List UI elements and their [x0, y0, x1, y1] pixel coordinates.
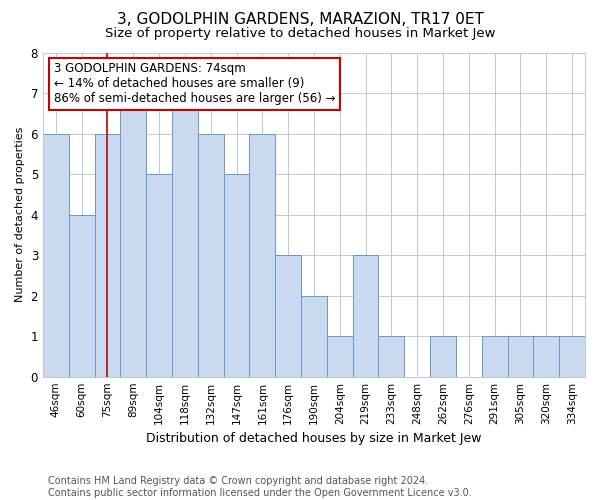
Text: Contains HM Land Registry data © Crown copyright and database right 2024.
Contai: Contains HM Land Registry data © Crown c…: [48, 476, 472, 498]
Bar: [43, 134, 69, 376]
Bar: [533, 336, 559, 376]
Bar: [379, 336, 404, 376]
Text: 3 GODOLPHIN GARDENS: 74sqm
← 14% of detached houses are smaller (9)
86% of semi-: 3 GODOLPHIN GARDENS: 74sqm ← 14% of deta…: [54, 62, 335, 105]
Bar: [69, 214, 95, 376]
Bar: [146, 174, 172, 376]
Bar: [482, 336, 508, 376]
Bar: [172, 93, 198, 376]
Bar: [559, 336, 585, 376]
Bar: [353, 255, 379, 376]
Bar: [275, 255, 301, 376]
Bar: [95, 134, 121, 376]
Bar: [508, 336, 533, 376]
Text: 3, GODOLPHIN GARDENS, MARAZION, TR17 0ET: 3, GODOLPHIN GARDENS, MARAZION, TR17 0ET: [116, 12, 484, 28]
Bar: [327, 336, 353, 376]
Bar: [250, 134, 275, 376]
Bar: [198, 134, 224, 376]
Bar: [224, 174, 250, 376]
Y-axis label: Number of detached properties: Number of detached properties: [15, 127, 25, 302]
Bar: [301, 296, 327, 376]
Bar: [430, 336, 456, 376]
X-axis label: Distribution of detached houses by size in Market Jew: Distribution of detached houses by size …: [146, 432, 482, 445]
Bar: [121, 93, 146, 376]
Text: Size of property relative to detached houses in Market Jew: Size of property relative to detached ho…: [105, 28, 495, 40]
